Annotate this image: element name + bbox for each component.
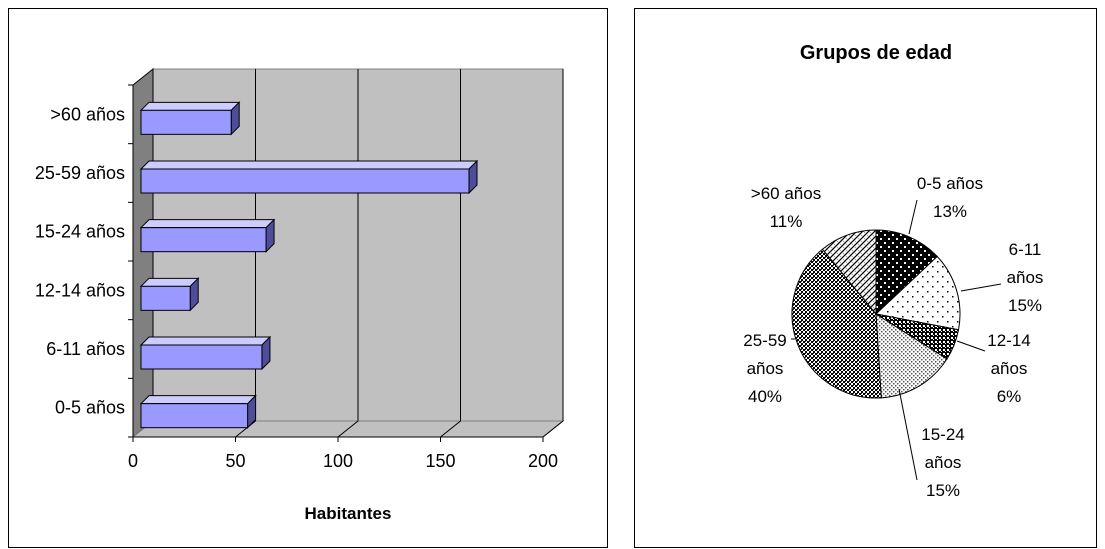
pie-leader-line xyxy=(898,388,918,481)
pie-slice-label: 15-24 años 15% xyxy=(921,425,964,500)
bar-front-face xyxy=(140,109,232,135)
y-category-label: 0-5 años xyxy=(55,398,125,418)
x-axis-title: Habitantes xyxy=(305,504,392,523)
pie-slice xyxy=(791,248,882,399)
pie-slice-label-line: 11% xyxy=(770,212,803,231)
bar-front-face xyxy=(140,168,470,194)
pie-slice-label-line: 15% xyxy=(926,481,960,500)
bar xyxy=(139,101,241,136)
pie-slice-label-line: años xyxy=(991,359,1028,378)
bar-front-face xyxy=(140,344,263,370)
pie-slice-label: 12-14 años 6% xyxy=(987,331,1030,406)
bar xyxy=(139,394,257,429)
x-tick-label: 0 xyxy=(128,451,138,471)
y-category-label: 25-59 años xyxy=(35,163,125,183)
bar-top-face xyxy=(139,219,276,229)
bar-top-face xyxy=(139,160,479,170)
y-category-label: 12-14 años xyxy=(35,280,125,300)
pie-slice-label-line: 40% xyxy=(748,387,782,406)
x-tick-label: 50 xyxy=(225,451,245,471)
pie-slice-label: 25-59 años 40% xyxy=(743,331,786,406)
bar-front-face xyxy=(140,403,249,429)
pie-slice-label: 0-5 años 13% xyxy=(917,174,983,221)
pie-slice xyxy=(875,313,948,399)
y-category-label: 6-11 años xyxy=(46,339,125,359)
pie-chart-title: Grupos de edad xyxy=(800,42,952,64)
pie-slice-label-line: 25-59 xyxy=(743,331,786,350)
pie-slice xyxy=(874,255,961,331)
pie-slice-label-line: 6-11 xyxy=(1009,240,1042,259)
pie-slice-label-line: 6% xyxy=(997,387,1022,406)
x-tick-label: 200 xyxy=(528,451,558,471)
bar xyxy=(139,218,276,253)
bar-top-face xyxy=(139,395,257,405)
pie-slice-label-line: >60 años xyxy=(751,184,821,203)
bar-top-face xyxy=(139,336,272,346)
x-tick-label: 150 xyxy=(425,451,455,471)
bar-chart-panel: 0 50 100 150 200 >60 años 25-59 años 15-24 años… xyxy=(8,8,608,548)
bar xyxy=(139,159,479,195)
y-category-label: 15-24 años xyxy=(35,222,125,242)
pie-slice xyxy=(875,229,938,316)
pie-slice-label-line: años xyxy=(925,453,962,472)
pie-leader-line xyxy=(956,340,986,352)
gridline xyxy=(542,69,564,438)
pie-slice xyxy=(821,229,877,316)
x-tick-label: 100 xyxy=(323,451,353,471)
bar xyxy=(139,277,200,312)
pie-slice-label-line: años xyxy=(1007,268,1044,287)
pie-slice-label-line: años xyxy=(747,359,784,378)
bar-chart: 0 50 100 150 200 >60 años 25-59 años 15-24 años… xyxy=(35,67,565,523)
pie-slice-label: 6-11 años 15% xyxy=(1007,240,1044,315)
bar-front-face xyxy=(140,285,191,311)
pie-slice-label: >60 años 11% xyxy=(751,184,821,231)
pie-slice-label-line: 12-14 xyxy=(987,331,1030,350)
pie-slice-label-line: 15% xyxy=(1008,296,1042,315)
bar-front-face xyxy=(140,227,267,253)
pie-chart-panel: Grupos de edad 0-5 años 13% 6-11 años 15% 12-… xyxy=(634,8,1097,548)
bar xyxy=(139,335,272,371)
pie-leader-line xyxy=(908,199,918,235)
pie-chart: Grupos de edad 0-5 años 13% 6-11 años 15% 12-… xyxy=(743,42,1044,500)
pie-slice-label-line: 13% xyxy=(933,202,967,221)
y-category-label: >60 años xyxy=(50,104,125,124)
bar-top-face xyxy=(139,277,200,287)
bar-top-face xyxy=(139,101,241,111)
pie-leader-line xyxy=(960,283,1002,292)
pie-slice-label-line: 0-5 años xyxy=(917,174,983,193)
pie-slice-label-line: 15-24 xyxy=(921,425,964,444)
